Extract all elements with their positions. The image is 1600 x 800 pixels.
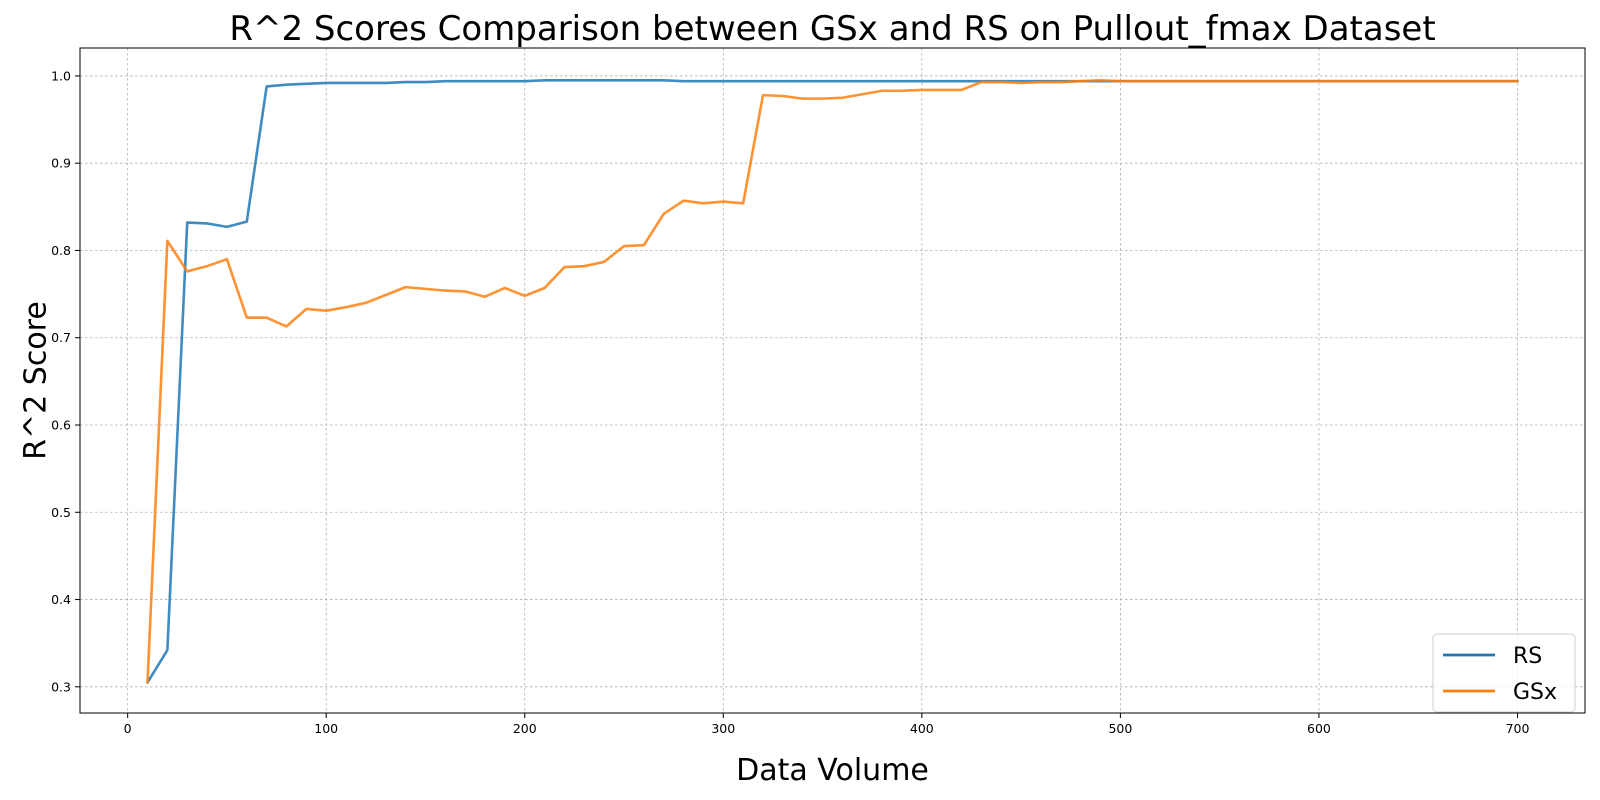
x-axis-title: Data Volume (736, 753, 929, 788)
y-tick-label: 0.4 (51, 592, 71, 607)
y-tick-label: 1.0 (51, 68, 71, 83)
axis-ticks: 0 100 200 300 400 500 600 700 0.3 0.4 0.5 0.6 0.7 0.8… (51, 68, 1529, 736)
x-tick-label: 0 (124, 721, 132, 736)
x-tick-label: 700 (1506, 721, 1530, 736)
y-axis-title: R^2 Score (19, 301, 54, 460)
legend: RS GSx (1432, 633, 1576, 713)
y-tick-label: 0.6 (51, 418, 71, 433)
x-tick-label: 400 (910, 721, 934, 736)
legend-label-rs: RS (1513, 644, 1542, 669)
legend-label-gsx: GSx (1513, 680, 1557, 705)
y-tick-label: 0.9 (51, 156, 71, 171)
chart-title: R^2 Scores Comparison between GSx and RS… (229, 9, 1435, 49)
x-tick-label: 200 (513, 721, 537, 736)
y-tick-label: 0.7 (51, 330, 71, 345)
grid (80, 48, 1585, 713)
x-tick-label: 500 (1108, 721, 1132, 736)
y-tick-label: 0.3 (51, 679, 71, 694)
plot-frame (79, 47, 1586, 714)
y-tick-label: 0.5 (51, 505, 71, 520)
series-lines (146, 78, 1519, 684)
y-tick-label: 0.8 (51, 243, 71, 258)
x-tick-label: 600 (1307, 721, 1331, 736)
x-tick-label: 100 (314, 721, 338, 736)
legend-box (1432, 633, 1576, 713)
x-tick-label: 300 (711, 721, 735, 736)
series-line-gsx (146, 78, 1519, 684)
